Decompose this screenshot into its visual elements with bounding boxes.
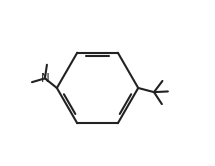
Text: N: N xyxy=(41,72,49,85)
